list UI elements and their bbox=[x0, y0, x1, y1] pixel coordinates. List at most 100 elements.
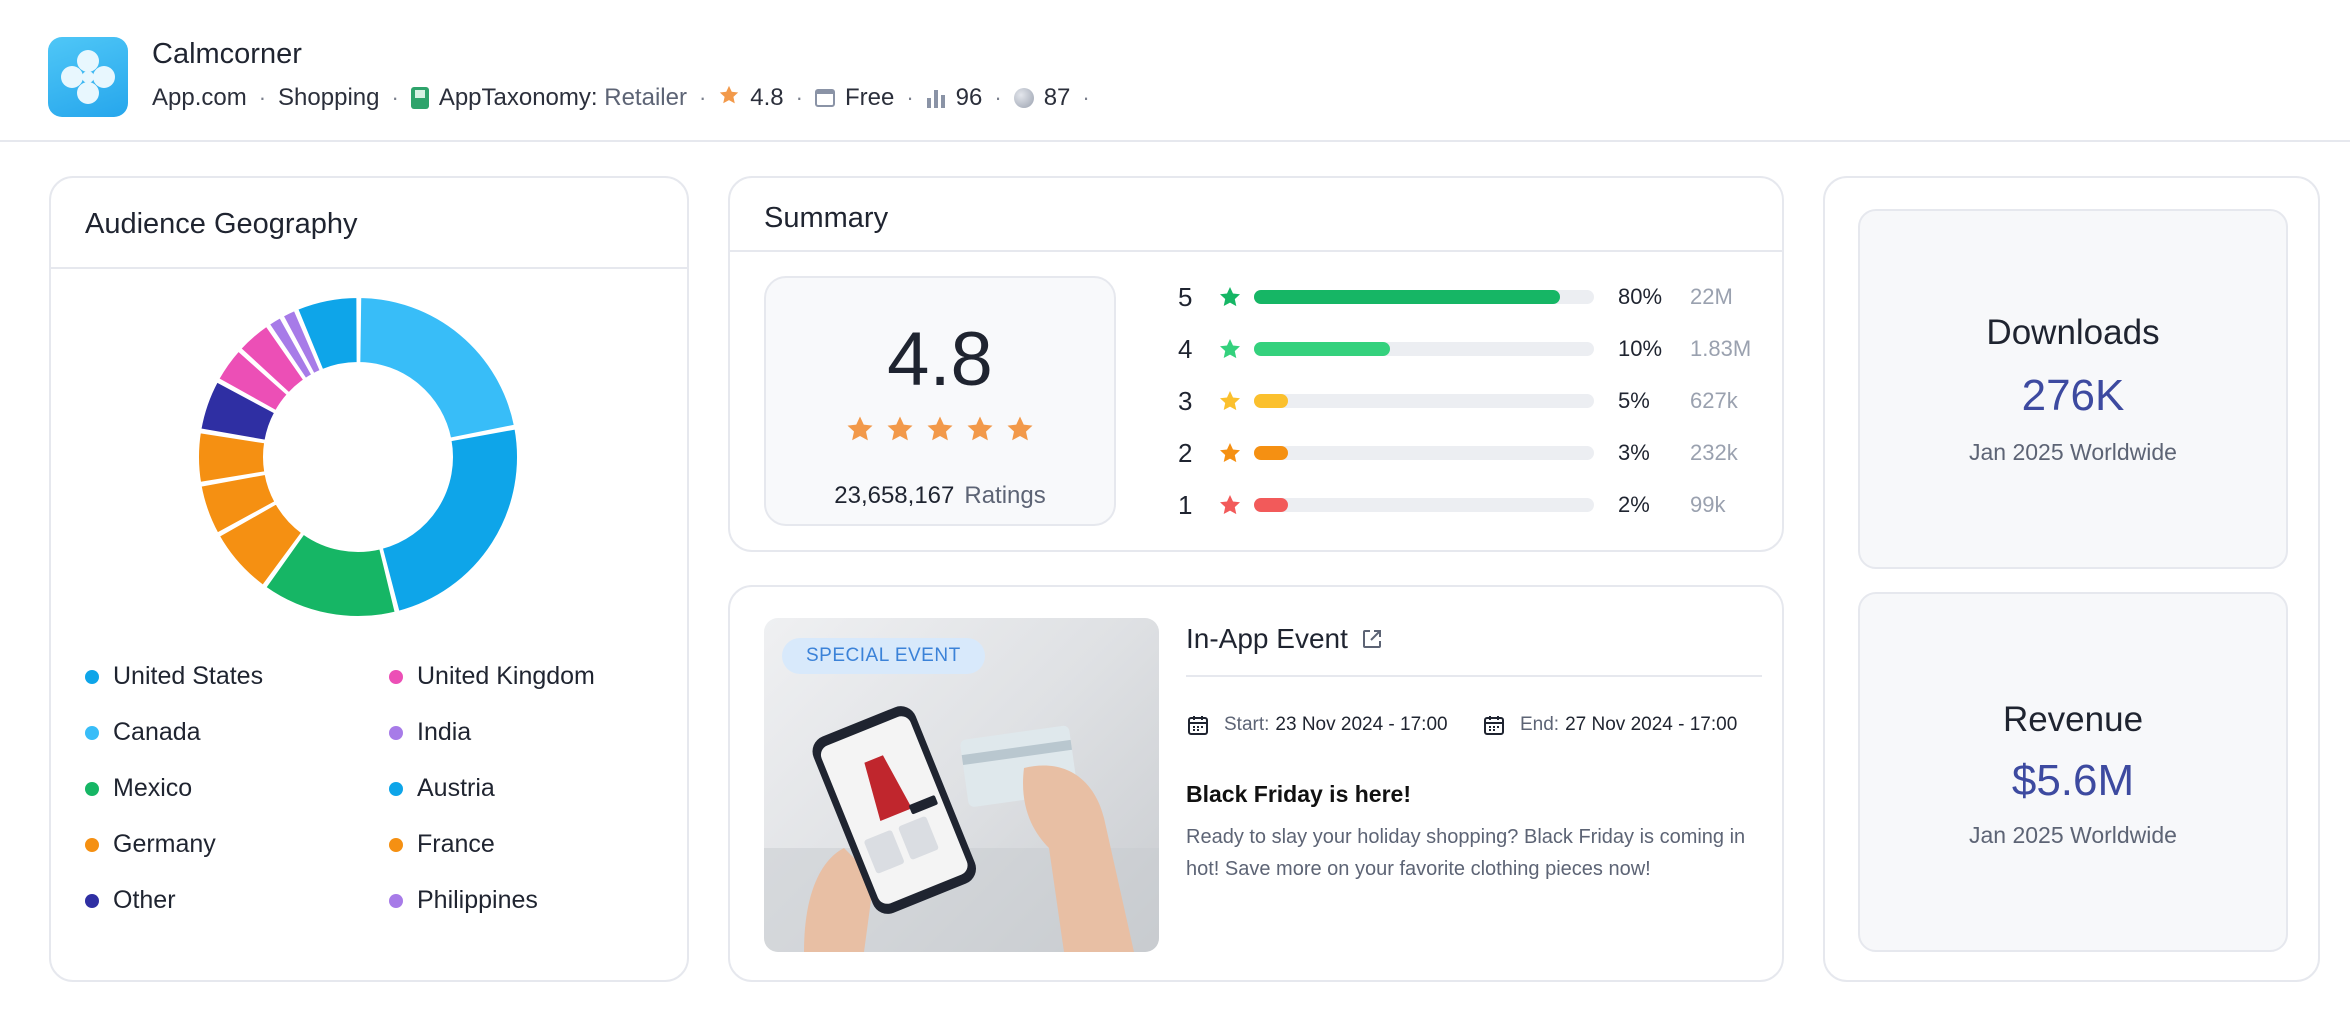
donut-segment[interactable] bbox=[380, 427, 519, 613]
distribution-count: 1.83M bbox=[1690, 336, 1752, 361]
legend-dot bbox=[389, 781, 403, 796]
legend-item[interactable]: France bbox=[389, 830, 495, 859]
legend-label: Mexico bbox=[113, 774, 193, 802]
distribution-bar-fill bbox=[1254, 290, 1560, 304]
rating-stars bbox=[766, 414, 1114, 444]
taxonomy-icon bbox=[410, 87, 429, 109]
revenue-value: $5.6M bbox=[2011, 756, 2135, 805]
donut-segment[interactable] bbox=[358, 296, 516, 440]
meta-separator: · bbox=[1082, 85, 1090, 110]
meta-separator: · bbox=[698, 85, 707, 110]
average-rating: 4.8 bbox=[887, 317, 993, 402]
donut-segment[interactable] bbox=[239, 324, 306, 395]
downloads-metric: Downloads 276K Jan 2025 Worldwide bbox=[1858, 209, 2288, 569]
legend-label: Other bbox=[113, 886, 176, 914]
legend-dot bbox=[389, 669, 403, 684]
legend-label: Canada bbox=[113, 718, 201, 746]
legend-dot bbox=[389, 837, 403, 852]
audience-geography-card: Audience Geography United States United … bbox=[49, 176, 689, 982]
donut-segment[interactable] bbox=[296, 296, 359, 372]
distribution-count: 99k bbox=[1690, 492, 1726, 517]
star-icon bbox=[847, 416, 873, 441]
price-icon bbox=[814, 89, 835, 107]
geography-donut-chart bbox=[197, 296, 519, 618]
donut-segment[interactable] bbox=[281, 309, 322, 376]
donut-segment[interactable] bbox=[199, 472, 277, 535]
distribution-bar-fill bbox=[1254, 394, 1288, 408]
event-image[interactable]: SPECIAL EVENT bbox=[764, 618, 1159, 952]
divider bbox=[730, 250, 1782, 252]
publisher-link[interactable]: App.com bbox=[152, 84, 247, 111]
external-link-icon[interactable] bbox=[1360, 627, 1384, 651]
distribution-percent: 2% bbox=[1618, 492, 1650, 517]
star-icon bbox=[1220, 495, 1240, 515]
app-meta-row: App.com · Shopping · AppTaxonomy: Retail… bbox=[152, 82, 1102, 114]
legend-dot bbox=[85, 725, 99, 740]
divider bbox=[1186, 675, 1762, 677]
calendar-icon bbox=[1188, 716, 1208, 735]
legend-dot bbox=[389, 725, 403, 740]
app-name: Calmcorner bbox=[152, 38, 302, 70]
legend-label: Austria bbox=[417, 774, 495, 802]
legend-item[interactable]: United States bbox=[85, 662, 263, 691]
legend-item[interactable]: Germany bbox=[85, 830, 216, 859]
donut-segment[interactable] bbox=[217, 502, 304, 587]
donut-segment[interactable] bbox=[197, 431, 267, 484]
app-score-1: 96 bbox=[955, 84, 983, 111]
star-level: 4 bbox=[1178, 333, 1193, 364]
star-icon bbox=[1007, 416, 1033, 441]
end-value: 27 Nov 2024 - 17:00 bbox=[1565, 714, 1738, 735]
bar-chart-icon bbox=[926, 88, 946, 108]
calendar-icon bbox=[1484, 716, 1504, 735]
meta-separator: · bbox=[994, 85, 1002, 110]
downloads-subtitle: Jan 2025 Worldwide bbox=[1969, 439, 2177, 465]
distribution-bar-fill bbox=[1254, 342, 1390, 356]
distribution-count: 627k bbox=[1690, 388, 1738, 413]
taxonomy-key: AppTaxonomy: bbox=[438, 84, 598, 111]
event-headline: Black Friday is here! bbox=[1186, 781, 1411, 807]
ratings-count-value: 23,658,167 bbox=[834, 482, 955, 509]
legend-item[interactable]: United Kingdom bbox=[389, 662, 595, 691]
rating-distribution-row: 2 3% 232k bbox=[1178, 433, 1738, 473]
legend-item[interactable]: Mexico bbox=[85, 774, 192, 803]
special-event-badge: SPECIAL EVENT bbox=[782, 638, 985, 674]
start-label: Start: bbox=[1224, 714, 1270, 735]
summary-card: Summary 4.8 23,658,167 Ratings 5 80% 22M … bbox=[728, 176, 1784, 552]
event-title-link[interactable]: In-App Event bbox=[1186, 623, 1384, 655]
legend-item[interactable]: Philippines bbox=[389, 886, 538, 915]
taxonomy-value[interactable]: Retailer bbox=[604, 84, 687, 111]
donut-segment[interactable] bbox=[267, 316, 314, 380]
meta-separator: · bbox=[906, 85, 914, 110]
app-price: Free bbox=[844, 84, 895, 111]
distribution-bar-fill bbox=[1254, 446, 1288, 460]
donut-segment[interactable] bbox=[264, 532, 397, 618]
legend-item[interactable]: India bbox=[389, 718, 471, 747]
app-logo-icon bbox=[48, 37, 128, 117]
donut-segment[interactable] bbox=[217, 349, 289, 413]
star-icon bbox=[927, 416, 953, 441]
legend-item[interactable]: Other bbox=[85, 886, 176, 915]
ratings-count: 23,658,167 Ratings bbox=[766, 482, 1114, 510]
distribution-bar-fill bbox=[1254, 498, 1288, 512]
distribution-percent: 10% bbox=[1618, 336, 1663, 361]
ratings-count-label: Ratings bbox=[964, 482, 1046, 509]
donut-segment[interactable] bbox=[199, 380, 277, 442]
app-header: Calmcorner App.com · Shopping · AppTaxon… bbox=[0, 0, 2350, 142]
legend-label: Germany bbox=[113, 830, 216, 858]
legend-item[interactable]: Canada bbox=[85, 718, 201, 747]
category-link[interactable]: Shopping bbox=[278, 84, 380, 111]
app-score-2: 87 bbox=[1043, 84, 1071, 111]
revenue-metric: Revenue $5.6M Jan 2025 Worldwide bbox=[1858, 592, 2288, 952]
star-icon bbox=[718, 84, 740, 113]
downloads-value: 276K bbox=[2021, 371, 2125, 420]
star-icon bbox=[1220, 443, 1240, 463]
legend-item[interactable]: Austria bbox=[389, 774, 495, 803]
star-level: 1 bbox=[1178, 489, 1193, 520]
distribution-bar bbox=[1254, 498, 1594, 512]
meta-separator: · bbox=[258, 85, 267, 110]
star-icon bbox=[967, 416, 993, 441]
end-label: End: bbox=[1520, 714, 1560, 735]
star-level: 2 bbox=[1178, 437, 1193, 468]
phone-payment-illustration bbox=[764, 706, 1159, 952]
meta-separator: · bbox=[795, 85, 803, 110]
